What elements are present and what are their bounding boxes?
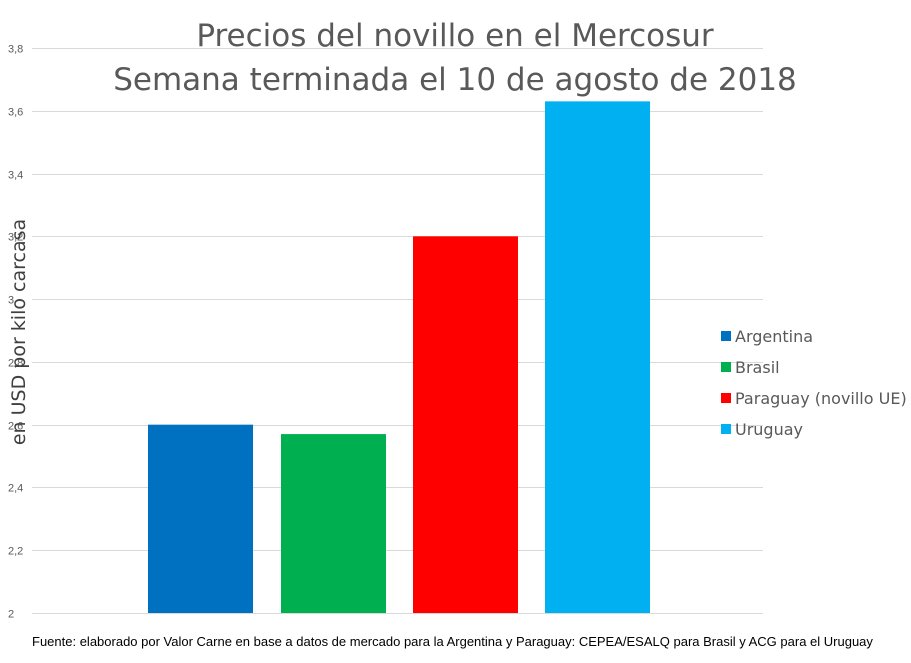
grid bbox=[32, 48, 763, 614]
legend-label-uruguay: Uruguay bbox=[735, 420, 803, 439]
y-tick-label: 2,6 bbox=[8, 421, 23, 433]
y-tick-label: 3 bbox=[8, 295, 14, 307]
legend-label-brasil: Brasil bbox=[735, 358, 780, 377]
legend-swatch-brasil bbox=[721, 362, 731, 372]
y-tick-label: 3,8 bbox=[8, 44, 23, 56]
y-tick-label: 3,2 bbox=[8, 232, 23, 244]
bars bbox=[148, 101, 650, 614]
chart-title-line2: Semana terminada el 10 de agosto de 2018 bbox=[113, 62, 797, 98]
bar-paraguay bbox=[413, 236, 518, 614]
legend-label-paraguay: Paraguay (novillo UE) bbox=[735, 389, 907, 408]
legend: Argentina Brasil Paraguay (novillo UE) Urug… bbox=[721, 327, 907, 439]
y-tick-label: 2,8 bbox=[8, 358, 23, 370]
legend-swatch-uruguay bbox=[721, 424, 731, 434]
y-axis-label: en USD por kilo carcasa bbox=[8, 219, 30, 445]
y-tick-label: 3,6 bbox=[8, 107, 23, 119]
source-note: Fuente: elaborado por Valor Carne en bas… bbox=[32, 634, 873, 649]
y-tick-label: 2 bbox=[8, 609, 14, 621]
y-tick-label: 2,4 bbox=[8, 483, 23, 495]
y-axis: 2 2,2 2,4 2,6 2,8 3 3,2 3,4 3,6 3,8 bbox=[8, 44, 23, 621]
legend-swatch-argentina bbox=[721, 331, 731, 341]
y-tick-label: 2,2 bbox=[8, 546, 23, 558]
legend-label-argentina: Argentina bbox=[735, 327, 813, 346]
bar-argentina bbox=[148, 424, 253, 613]
legend-swatch-paraguay bbox=[721, 393, 731, 403]
y-tick-label: 3,4 bbox=[8, 170, 23, 182]
bar-brasil bbox=[281, 434, 386, 613]
chart-title-line1: Precios del novillo en el Mercosur bbox=[196, 18, 714, 54]
bar-uruguay bbox=[545, 101, 650, 613]
